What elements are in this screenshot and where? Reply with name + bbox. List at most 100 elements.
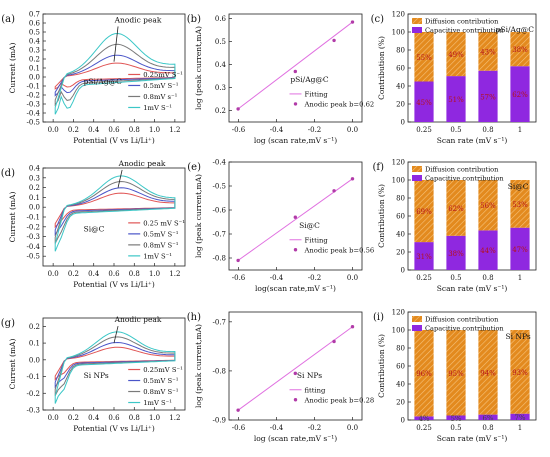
panel-label: (a) [1, 14, 15, 25]
x-tick-label: 0.5 [450, 274, 461, 282]
x-tick-label: 0.8 [129, 126, 140, 134]
data-point [332, 189, 336, 193]
legend-entry: Capacitive contribution [425, 27, 504, 35]
diffusion-value-label: 62% [448, 205, 464, 213]
panel-b: 0.2 0.3 0.4 0.5 0.6 -0.6 -0.4 -0.2 0.0 log (scan … [187, 13, 374, 145]
legend-entry: Capacitive contribution [425, 175, 504, 183]
legend-swatch [293, 248, 298, 252]
y-axis-label: Current (mA) [8, 192, 17, 243]
y-tick-label: -0.1 [27, 373, 41, 381]
x-tick-label: 0.4 [88, 126, 100, 134]
y-tick-label: 80 [396, 195, 405, 203]
diffusion-value-label: 56% [480, 202, 496, 210]
legend-swatch [412, 175, 422, 181]
y-tick-label: 40 [396, 381, 405, 389]
x-tick-label: 1.0 [149, 270, 160, 278]
plot-frame [228, 13, 363, 123]
x-axis-label: log(scan rate,mV s⁻¹) [255, 284, 336, 293]
legend-entry: 0.8mV s⁻¹ [143, 93, 177, 101]
y-tick-label: 0.0 [29, 74, 40, 82]
capacitive-value-label: 38% [448, 250, 464, 258]
capacitive-bar [446, 76, 466, 122]
x-tick-label: 0.0 [347, 274, 358, 282]
fit-line [237, 178, 353, 261]
capacitive-value-label: 6% [482, 414, 493, 422]
capacitive-bar [446, 235, 466, 270]
data-point [236, 107, 240, 111]
legend-entry: 0.5mV S⁻¹ [143, 82, 179, 90]
y-axis-label: Current (mA) [8, 339, 17, 390]
legend-swatch [412, 166, 422, 172]
capacitive-value-label: 31% [416, 253, 432, 261]
capacitive-value-label: 62% [512, 91, 528, 99]
plot-frame [228, 311, 363, 421]
y-tick-label: -0.2 [27, 223, 41, 231]
y-tick-label: 0.4 [29, 165, 41, 173]
capacitive-bar [478, 70, 498, 122]
panel-label: (d) [1, 168, 15, 179]
y-tick-label: 0.0 [29, 356, 40, 364]
x-tick-label: -0.4 [270, 274, 284, 282]
y-tick-label: -0.4 [27, 110, 41, 118]
y-axis-label: Contribution (%) [377, 36, 386, 100]
x-tick-label: 1.0 [149, 126, 160, 134]
panel-g: -0.3 -0.2 -0.1 0.0 0.1 0.2 0.0 0.2 0.4 0.6 0.8 1.0 1… [1, 315, 186, 433]
panel-e: -0.8 -0.7 -0.6 -0.5 -0.4 -0.6 -0.4 -0.2 0.0 log(s… [187, 159, 374, 294]
x-tick-label: 0.0 [347, 126, 358, 134]
y-tick-label: 80 [396, 47, 405, 55]
legend-entry: Fitting [305, 236, 329, 244]
y-tick-label: 120 [392, 11, 405, 19]
diffusion-value-label: 49% [448, 51, 464, 59]
x-tick-label: 0.2 [68, 126, 79, 134]
x-tick-label: -0.4 [270, 126, 284, 134]
legend-entry: 0.25mV S⁻¹ [143, 71, 183, 79]
x-tick-label: 0.6 [108, 414, 120, 422]
legend-entry: 1mV S⁻¹ [143, 252, 172, 260]
y-tick-label: 0.5 [215, 38, 226, 46]
y-tick-label: -0.7 [213, 318, 227, 326]
y-tick-label: 20 [396, 101, 405, 109]
diffusion-value-label: 69% [416, 208, 432, 216]
data-point [293, 371, 298, 376]
y-tick-label: 0.6 [29, 20, 41, 28]
y-tick-label: -0.3 [27, 233, 41, 241]
data-point [350, 177, 355, 181]
diffusion-value-label: 96% [416, 370, 432, 378]
diffusion-bar [510, 180, 530, 228]
x-tick-label: 0.8 [482, 274, 493, 282]
plot-frame [228, 161, 363, 271]
y-tick-label: -0.3 [27, 407, 41, 415]
y-tick-label: -0.3 [27, 101, 41, 109]
capacitive-bar [414, 81, 434, 122]
x-tick-label: 1 [518, 126, 522, 134]
capacitive-bar [414, 416, 434, 420]
x-axis-label: Potential (V vs Li/Li⁺) [73, 280, 155, 289]
y-tick-label: -0.5 [27, 119, 41, 127]
y-tick-label: 0.7 [29, 11, 40, 19]
legend-entry: fitting [305, 386, 327, 394]
legend-entry: 0.5mV S⁻¹ [143, 377, 179, 385]
x-tick-label: 0.0 [48, 126, 59, 134]
y-tick-label: -0.4 [27, 243, 41, 251]
diffusion-bar [478, 330, 498, 415]
y-tick-label: 0.0 [29, 204, 40, 212]
x-tick-label: 0.6 [108, 126, 120, 134]
x-tick-label: 0.8 [129, 270, 140, 278]
x-tick-label: 0.0 [48, 270, 59, 278]
capacitive-value-label: 4% [418, 415, 429, 423]
y-tick-label: -0.1 [27, 214, 41, 222]
x-tick-label: 1.2 [169, 270, 180, 278]
legend-entry: 0.25mV S⁻¹ [143, 366, 183, 374]
legend-entry: Diffusion contribution [425, 18, 499, 26]
capacitive-value-label: 51% [448, 96, 464, 104]
x-tick-label: -0.2 [308, 424, 322, 432]
diffusion-value-label: 95% [448, 370, 464, 378]
material-label: Si NPs [505, 332, 530, 341]
y-tick-label: 0.6 [215, 15, 227, 23]
legend-swatch [412, 18, 422, 24]
y-tick-label: 100 [392, 177, 405, 185]
y-tick-label: -0.2 [27, 92, 41, 100]
panel-i: 0 20 40 60 80 100 120 0.25 0.5 0.8 1 Scan rate (mV … [373, 309, 537, 443]
y-axis-label: Contribution (%) [377, 334, 386, 398]
diffusion-bar [414, 180, 434, 243]
